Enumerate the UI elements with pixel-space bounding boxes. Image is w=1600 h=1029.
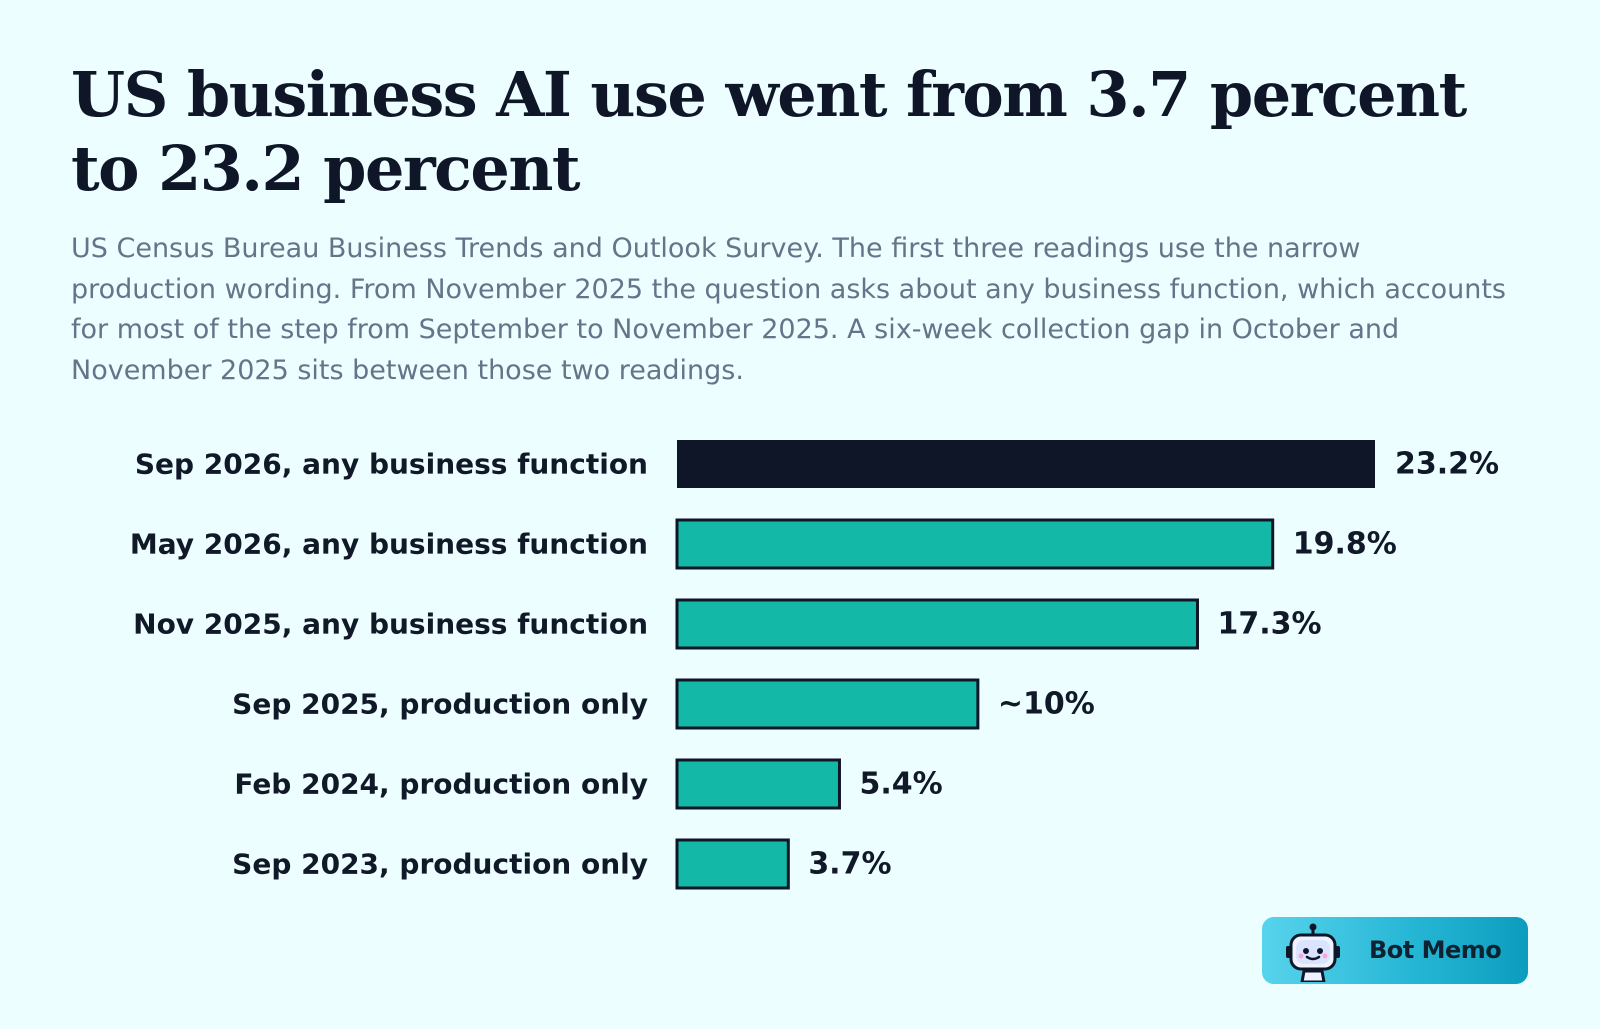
value-label: ~10% <box>998 687 1095 722</box>
bar <box>675 758 841 810</box>
badge-label: Bot Memo <box>1369 936 1502 964</box>
bar <box>675 598 1199 650</box>
bar <box>675 678 980 730</box>
value-label: 23.2% <box>1395 447 1499 482</box>
value-label: 5.4% <box>859 767 942 802</box>
category-label: Sep 2026, any business function <box>135 448 648 481</box>
category-label: Nov 2025, any business function <box>133 608 648 641</box>
category-label: May 2026, any business function <box>130 528 648 561</box>
value-label: 19.8% <box>1293 527 1397 562</box>
bot-memo-badge: Bot Memo <box>1262 917 1528 984</box>
category-label: Feb 2024, production only <box>234 768 648 801</box>
category-label: Sep 2025, production only <box>232 688 648 721</box>
chart-title: US business AI use went from 3.7 percent… <box>71 58 1467 205</box>
value-label: 17.3% <box>1217 607 1321 642</box>
value-label: 3.7% <box>808 847 891 882</box>
robot-icon <box>1286 923 1340 982</box>
category-label: Sep 2023, production only <box>232 848 648 881</box>
bar <box>675 518 1275 570</box>
bar <box>675 838 790 890</box>
chart-subtitle: US Census Bureau Business Trends and Out… <box>71 233 1506 386</box>
bar <box>677 440 1375 488</box>
